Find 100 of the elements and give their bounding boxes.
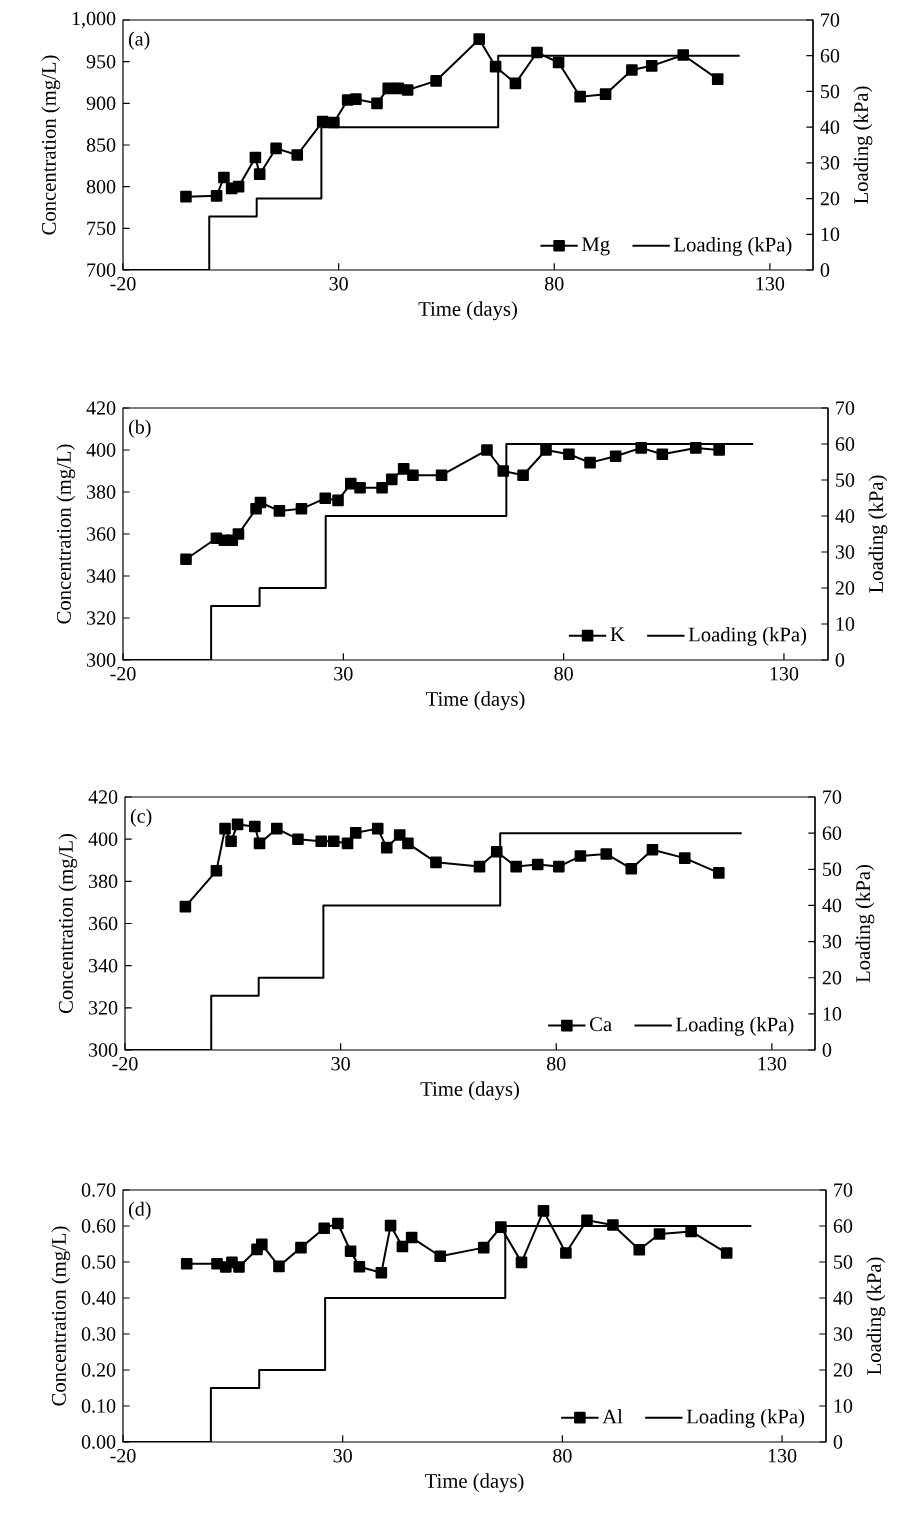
annotation: (d) [129, 1201, 151, 1220]
y-axis-title: Concentration (mg/L) [41, 55, 61, 235]
y-tick-label: 800 [86, 179, 116, 194]
y2-tick-label: 30 [835, 545, 855, 559]
y2-axis-title: Loading (kPa) [855, 865, 875, 983]
x-tick-label: 130 [758, 1056, 787, 1071]
y2-tick-label: 70 [836, 401, 855, 415]
point [690, 442, 702, 454]
point [510, 860, 522, 873]
point [646, 843, 659, 856]
x-tick-label: 80 [553, 1448, 572, 1463]
point [407, 469, 419, 482]
point [515, 1256, 528, 1269]
y-tick-label: 360 [89, 916, 118, 931]
x-tick-label: -20 [110, 276, 136, 291]
legend-label: Loading (kPa) [674, 237, 792, 256]
x-tick-label: -20 [112, 1056, 138, 1071]
point [434, 1250, 447, 1263]
point [271, 822, 283, 835]
point [402, 837, 414, 850]
x-tick-label: -20 [110, 1448, 136, 1463]
point [232, 528, 245, 540]
point [477, 1241, 490, 1254]
point [553, 860, 565, 873]
point [574, 850, 587, 862]
y-tick-label: 380 [89, 874, 118, 889]
point [218, 171, 230, 184]
y-tick-label: 420 [88, 790, 118, 804]
x-axis-title: Time (days) [426, 691, 525, 711]
point [273, 1260, 285, 1273]
y-tick-label: 360 [87, 527, 116, 541]
point [517, 469, 529, 482]
y-axis-title: Concentration (mg/L) [56, 444, 76, 624]
y-tick-label: 0.30 [81, 1327, 116, 1341]
y2-tick-label: 40 [822, 898, 842, 913]
y2-tick-label: 40 [833, 1291, 853, 1305]
annotation: (b) [129, 419, 151, 438]
y-axis-title: Concentration (mg/L) [58, 833, 78, 1014]
point [600, 848, 613, 860]
point [225, 835, 237, 848]
point [497, 465, 510, 477]
y2-tick-label: 0 [835, 653, 845, 667]
point [401, 84, 414, 96]
point [371, 822, 384, 835]
point [609, 450, 622, 463]
y2-tick-label: 70 [823, 790, 842, 804]
y2-tick-label: 20 [835, 581, 855, 595]
y-tick-label: 0.00 [81, 1435, 116, 1449]
y2-tick-label: 10 [836, 617, 855, 631]
legend-label: Al [602, 1408, 623, 1424]
point [249, 151, 262, 164]
legend-label: Loading (kPa) [676, 1016, 794, 1036]
point [540, 444, 552, 456]
y2-tick-label: 50 [836, 473, 855, 487]
y2-axis-title: Loading (kPa) [853, 86, 873, 204]
y-tick-label: 1,000 [72, 11, 116, 29]
y2-tick-label: 60 [833, 1219, 853, 1233]
x-tick-label: 30 [334, 666, 353, 681]
legend-label: Mg [582, 237, 610, 256]
point [574, 90, 586, 103]
point [354, 482, 366, 494]
x-tick-label: 80 [547, 1056, 566, 1071]
point [273, 505, 286, 517]
point [607, 1219, 619, 1231]
point [560, 1247, 572, 1259]
point [353, 1260, 366, 1273]
point [179, 900, 192, 913]
point [563, 448, 575, 461]
y2-tick-label: 30 [822, 934, 842, 949]
point [625, 862, 638, 875]
point [253, 168, 266, 180]
point [713, 867, 725, 879]
y2-tick-label: 60 [820, 48, 840, 63]
point [380, 841, 393, 854]
x-tick-label: 30 [329, 276, 348, 291]
y2-tick-label: 60 [835, 437, 855, 451]
x-tick-label: 30 [333, 1448, 352, 1463]
y2-tick-label: 50 [821, 84, 840, 99]
y-tick-label: 0.70 [81, 1183, 116, 1197]
y2-tick-label: 70 [834, 1183, 853, 1197]
point [180, 190, 192, 203]
y-tick-label: 900 [86, 96, 116, 111]
point [713, 444, 725, 456]
point [635, 442, 647, 454]
point [376, 482, 388, 494]
y2-tick-label: 70 [821, 13, 840, 27]
point [332, 494, 344, 507]
point [318, 1222, 331, 1234]
y-tick-label: 0.60 [81, 1219, 116, 1233]
point [315, 835, 328, 848]
point [180, 1258, 193, 1270]
point [656, 448, 669, 461]
point [295, 503, 308, 515]
point [384, 1219, 397, 1232]
point [473, 33, 486, 45]
y2-axis-title: Loading (kPa) [868, 475, 888, 593]
y-tick-label: 400 [86, 443, 116, 457]
y-tick-label: 950 [86, 54, 116, 69]
point [653, 1228, 666, 1240]
point [219, 822, 231, 835]
